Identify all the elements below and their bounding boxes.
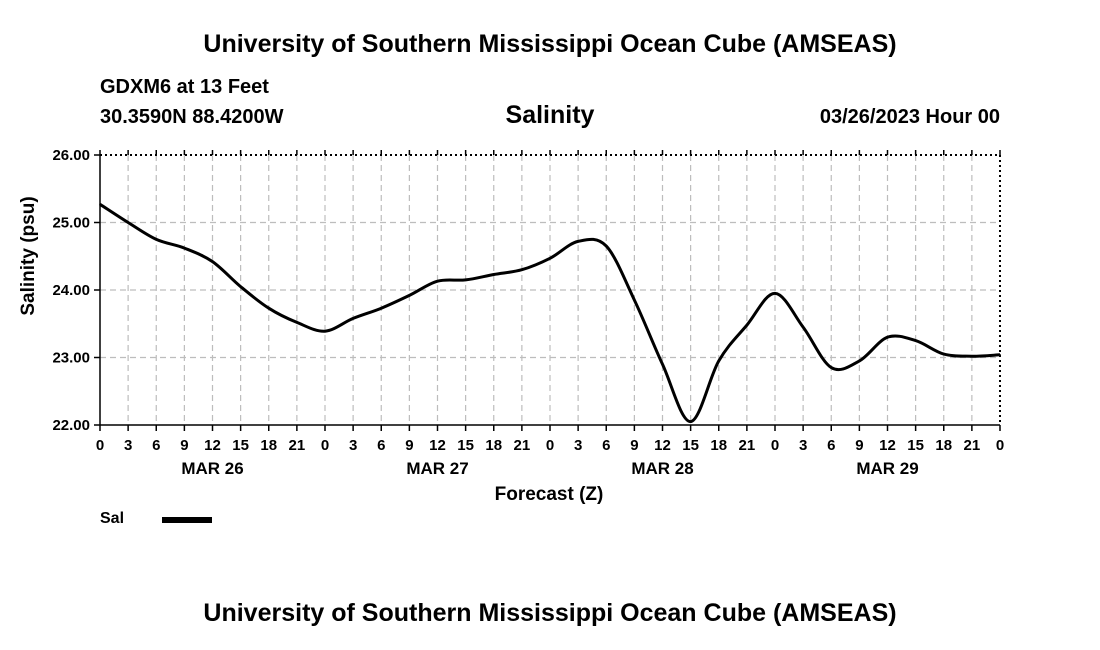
x-tick-label: 21: [289, 437, 306, 454]
data-point: [999, 354, 1001, 356]
x-tick-label: 18: [485, 437, 502, 454]
data-point: [746, 324, 748, 326]
footer-title: University of Southern Mississippi Ocean…: [203, 599, 897, 627]
x-tick-label: 9: [405, 437, 413, 454]
data-point: [267, 307, 270, 310]
x-tick-label: 9: [630, 437, 638, 454]
chart-title: Salinity: [505, 101, 595, 129]
data-point: [942, 353, 945, 355]
day-label: MAR 28: [631, 459, 693, 478]
data-point: [408, 294, 411, 297]
data-point: [858, 360, 861, 362]
y-tick-label: 24.00: [52, 282, 90, 299]
day-label: MAR 29: [856, 459, 918, 478]
grid-lines: [100, 155, 1000, 425]
data-point: [324, 330, 326, 332]
data-point: [605, 245, 608, 247]
data-point: [296, 321, 298, 324]
x-tick-label: 12: [654, 437, 671, 454]
x-tick-label: 18: [710, 437, 727, 454]
x-tick-label: 12: [204, 437, 221, 454]
series-layer: [99, 203, 1001, 424]
data-point: [521, 268, 523, 271]
data-point: [211, 260, 214, 263]
x-tick-label: 6: [827, 437, 835, 454]
data-point: [436, 280, 439, 283]
y-axis-label: Salinity (psu): [18, 196, 39, 315]
data-point: [971, 355, 973, 357]
x-axis-label: Forecast (Z): [495, 484, 604, 505]
data-point: [127, 221, 129, 224]
x-tick-label: 3: [574, 437, 582, 454]
x-tick-label: 6: [377, 437, 385, 454]
x-tick-label: 3: [349, 437, 357, 454]
y-tick-label: 25.00: [52, 215, 90, 232]
x-tick-label: 0: [996, 437, 1004, 454]
data-point: [239, 285, 242, 288]
x-tick-label: 6: [602, 437, 610, 454]
data-point: [99, 203, 101, 206]
x-tick-label: 21: [739, 437, 756, 454]
data-point: [886, 336, 889, 339]
x-tick-label: 0: [546, 437, 554, 454]
data-point: [830, 366, 833, 369]
x-tick-label: 12: [879, 437, 896, 454]
x-tick-label: 9: [855, 437, 863, 454]
data-point: [633, 299, 636, 301]
legend-label: Sal: [100, 510, 125, 527]
x-tick-label: 12: [429, 437, 446, 454]
y-tick-label: 26.00: [52, 147, 90, 164]
data-point: [774, 292, 776, 295]
station-coordinates: 30.3590N 88.4200W: [100, 106, 284, 128]
x-tick-label: 15: [232, 437, 249, 454]
data-point: [549, 257, 551, 260]
x-tick-label: 0: [96, 437, 104, 454]
x-tick-label: 15: [682, 437, 699, 454]
legend-swatch: [162, 517, 212, 523]
x-tick-label: 0: [321, 437, 329, 454]
x-tick-label: 0: [771, 437, 779, 454]
y-tick-label: 22.00: [52, 417, 90, 434]
y-tick-label: 23.00: [52, 350, 90, 367]
data-point: [183, 247, 186, 249]
station-label: GDXM6 at 13 Feet: [100, 76, 269, 98]
x-tick-label: 6: [152, 437, 160, 454]
day-label: MAR 27: [406, 459, 468, 478]
series-line-sal: [99, 203, 1001, 424]
day-label: MAR 26: [181, 459, 243, 478]
x-tick-label: 18: [260, 437, 277, 454]
data-point: [464, 279, 467, 281]
ticks: 0 3 6 9 12 15 18 21 0 3 6 9 12 15 18 21 0 3 6 9 12 15 18 21 0 3 6 9…: [52, 147, 1004, 478]
page-title: University of Southern Mississippi Ocean…: [203, 30, 897, 58]
x-tick-label: 21: [964, 437, 981, 454]
data-point: [661, 363, 664, 366]
run-date: 03/26/2023 Hour 00: [819, 106, 1000, 128]
data-point: [352, 317, 354, 320]
x-tick-label: 15: [907, 437, 924, 454]
data-point: [492, 273, 495, 276]
x-tick-label: 18: [935, 437, 952, 454]
x-tick-label: 3: [124, 437, 132, 454]
x-tick-label: 15: [457, 437, 474, 454]
x-tick-label: 9: [180, 437, 188, 454]
data-point: [689, 420, 692, 423]
data-point: [380, 307, 383, 310]
data-point: [155, 238, 158, 241]
x-tick-label: 3: [799, 437, 807, 454]
data-point: [577, 240, 579, 243]
data-point: [717, 360, 720, 362]
x-tick-label: 21: [514, 437, 531, 454]
data-point: [914, 339, 917, 342]
data-point: [802, 326, 804, 328]
